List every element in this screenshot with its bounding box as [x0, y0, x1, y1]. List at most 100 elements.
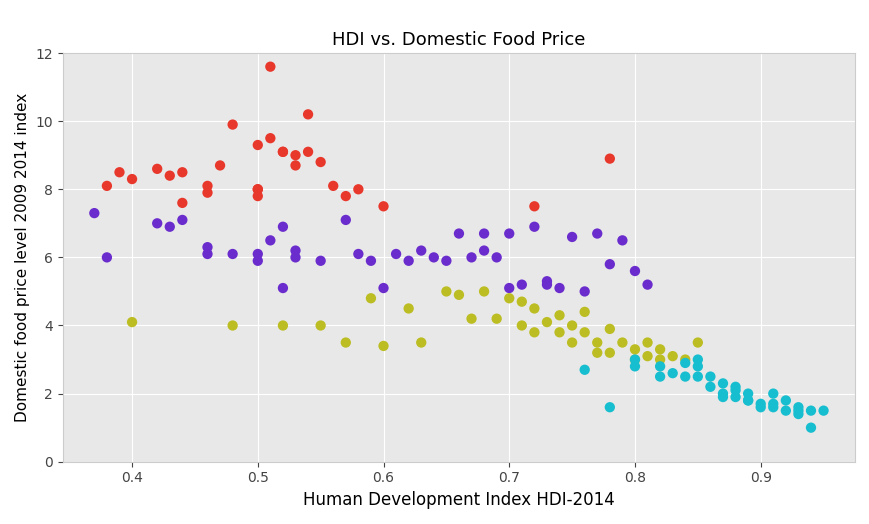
Point: [464, 314, 478, 323]
Point: [527, 328, 541, 336]
Point: [589, 348, 603, 357]
Point: [514, 321, 528, 330]
Point: [602, 155, 616, 163]
Point: [489, 314, 503, 323]
Point: [125, 175, 139, 183]
Point: [476, 287, 490, 296]
Point: [565, 321, 579, 330]
Point: [766, 400, 779, 408]
Point: [589, 339, 603, 347]
Point: [602, 403, 616, 411]
Point: [200, 250, 214, 258]
Point: [263, 62, 277, 71]
X-axis label: Human Development Index HDI-2014: Human Development Index HDI-2014: [302, 491, 614, 509]
Point: [703, 373, 717, 381]
Point: [627, 267, 641, 275]
Point: [803, 423, 817, 432]
Point: [740, 396, 754, 405]
Point: [275, 284, 289, 292]
Point: [225, 250, 239, 258]
Point: [665, 352, 679, 361]
Point: [653, 362, 667, 370]
Point: [540, 280, 554, 289]
Point: [225, 121, 239, 129]
Point: [627, 355, 641, 364]
Point: [464, 253, 478, 261]
Point: [715, 379, 729, 388]
Point: [690, 339, 704, 347]
Point: [476, 230, 490, 238]
Point: [690, 362, 704, 370]
Point: [627, 355, 641, 364]
Point: [527, 223, 541, 231]
Point: [301, 110, 315, 118]
Point: [338, 192, 352, 200]
Point: [678, 359, 692, 367]
Point: [363, 294, 377, 302]
Point: [289, 246, 302, 255]
Point: [791, 403, 805, 411]
Point: [753, 403, 766, 411]
Point: [514, 298, 528, 306]
Point: [653, 373, 667, 381]
Point: [275, 223, 289, 231]
Point: [640, 339, 653, 347]
Point: [176, 216, 189, 224]
Point: [314, 257, 328, 265]
Point: [602, 348, 616, 357]
Point: [627, 345, 641, 354]
Point: [489, 253, 503, 261]
Point: [715, 389, 729, 398]
Point: [527, 202, 541, 211]
Point: [176, 199, 189, 207]
Point: [640, 280, 653, 289]
Point: [376, 202, 390, 211]
Point: [250, 250, 264, 258]
Point: [552, 328, 566, 336]
Point: [589, 230, 603, 238]
Point: [501, 294, 515, 302]
Title: HDI vs. Domestic Food Price: HDI vs. Domestic Food Price: [332, 31, 585, 49]
Point: [125, 318, 139, 326]
Point: [740, 396, 754, 405]
Point: [289, 161, 302, 170]
Point: [351, 185, 365, 193]
Point: [540, 277, 554, 286]
Point: [653, 355, 667, 364]
Point: [351, 250, 365, 258]
Point: [200, 189, 214, 197]
Point: [376, 342, 390, 350]
Point: [150, 165, 164, 173]
Point: [778, 407, 792, 415]
Point: [250, 185, 264, 193]
Point: [275, 148, 289, 156]
Point: [577, 328, 591, 336]
Point: [577, 287, 591, 296]
Point: [87, 209, 101, 217]
Point: [301, 148, 315, 156]
Point: [527, 304, 541, 313]
Point: [289, 151, 302, 159]
Point: [740, 389, 754, 398]
Point: [476, 246, 490, 255]
Point: [816, 407, 830, 415]
Point: [100, 253, 114, 261]
Point: [112, 168, 126, 177]
Point: [401, 304, 415, 313]
Point: [263, 236, 277, 245]
Point: [565, 233, 579, 241]
Point: [176, 168, 189, 177]
Point: [326, 182, 340, 190]
Point: [452, 230, 466, 238]
Point: [703, 383, 717, 391]
Point: [690, 355, 704, 364]
Point: [577, 366, 591, 374]
Point: [678, 373, 692, 381]
Point: [427, 253, 441, 261]
Point: [640, 352, 653, 361]
Point: [363, 257, 377, 265]
Point: [150, 219, 164, 227]
Point: [289, 253, 302, 261]
Point: [250, 192, 264, 200]
Point: [715, 393, 729, 401]
